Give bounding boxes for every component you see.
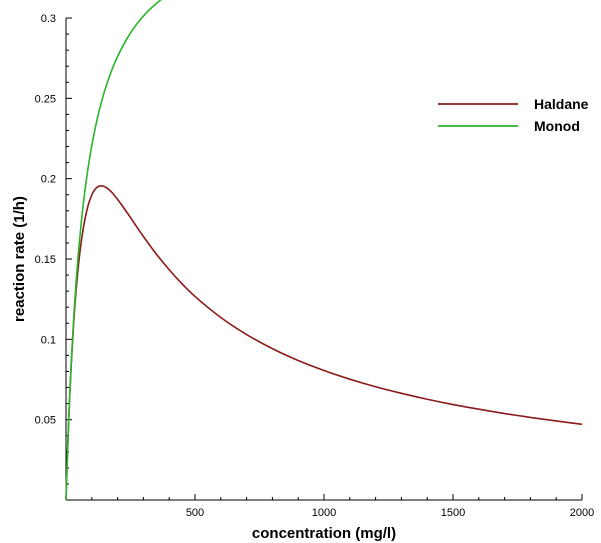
x-tick-label: 1000 [312, 507, 336, 519]
y-tick-label: 0.15 [35, 254, 56, 266]
x-tick-label: 1500 [441, 507, 465, 519]
x-tick-label: 2000 [570, 507, 594, 519]
axes: 0.05 0.1 0.15 0.2 0.25 0.3 500 1000 1500 2000 [35, 13, 595, 519]
series-line-haldane [65, 185, 583, 501]
x-tick-label: 500 [186, 507, 204, 519]
y-axis-title: reaction rate (1/h) [11, 196, 28, 322]
y-tick-label: 0.1 [41, 334, 56, 346]
x-axis-title: concentration (mg/l) [252, 525, 396, 542]
y-tick-label: 0.2 [41, 174, 56, 186]
legend-label: Haldane [534, 96, 589, 112]
y-tick-label: 0.05 [35, 415, 56, 427]
legend-item-haldane: Haldane [438, 96, 589, 112]
y-tick-label: 0.3 [41, 13, 56, 25]
legend-label: Monod [534, 118, 580, 134]
series-lines [65, 0, 583, 501]
legend-item-monod: Monod [438, 118, 580, 134]
legend: Haldane Monod [438, 96, 589, 134]
series-line-monod [65, 0, 162, 501]
y-tick-label: 0.25 [35, 93, 56, 105]
